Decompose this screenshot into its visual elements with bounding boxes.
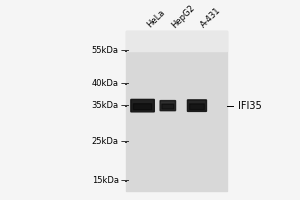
Text: —: —: [120, 101, 129, 110]
Bar: [126, 31, 227, 51]
Text: 55kDa: 55kDa: [92, 46, 119, 55]
Text: —: —: [120, 176, 129, 185]
Text: 25kDa: 25kDa: [92, 137, 119, 146]
Text: IFI35: IFI35: [238, 101, 261, 111]
Text: HeLa: HeLa: [146, 8, 167, 30]
FancyBboxPatch shape: [188, 100, 206, 111]
Text: —: —: [120, 79, 129, 88]
Text: 15kDa: 15kDa: [92, 176, 119, 185]
FancyBboxPatch shape: [162, 104, 174, 109]
FancyBboxPatch shape: [160, 101, 176, 111]
Text: HepG2: HepG2: [169, 3, 196, 30]
Text: 40kDa: 40kDa: [92, 79, 119, 88]
FancyBboxPatch shape: [134, 104, 152, 110]
FancyBboxPatch shape: [190, 104, 204, 110]
Bar: [126, 31, 227, 191]
Text: —: —: [120, 137, 129, 146]
Text: —: —: [120, 46, 129, 55]
Text: 35kDa: 35kDa: [92, 101, 119, 110]
FancyBboxPatch shape: [131, 99, 154, 112]
Text: A-431: A-431: [199, 6, 223, 30]
